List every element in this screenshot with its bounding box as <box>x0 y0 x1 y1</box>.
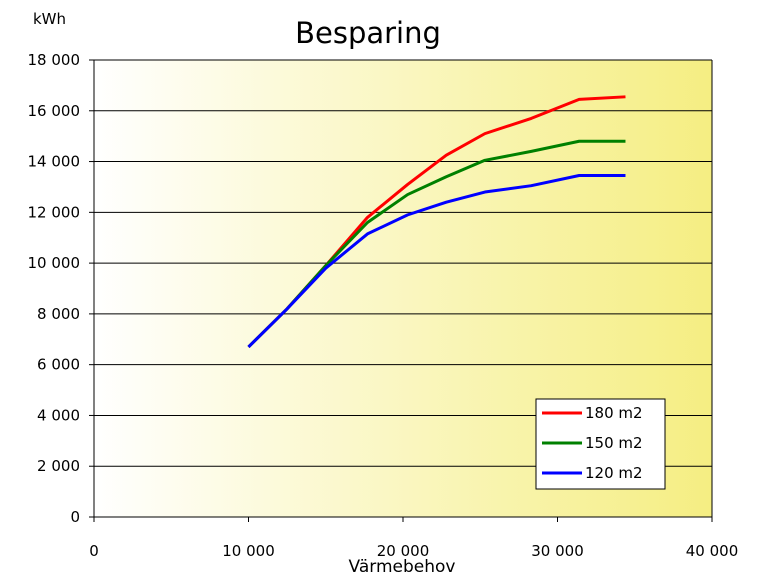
legend: 180 m2 150 m2 120 m2 <box>535 398 666 490</box>
chart-title: Besparing <box>295 16 441 50</box>
x-tick-label: 20 000 <box>377 542 430 560</box>
y-tick-label: 6 000 <box>37 356 80 374</box>
legend-label: 120 m2 <box>585 464 643 482</box>
y-tick-label: 8 000 <box>37 305 80 323</box>
y-tick-labels: 0 2 000 4 000 6 000 8 000 10 000 12 000 14 000 1… <box>28 51 81 526</box>
x-tick-label: 30 000 <box>531 542 584 560</box>
x-tick-labels: 0 10 000 20 000 30 000 40 000 <box>89 542 738 560</box>
x-axis-title: Värmebehov <box>349 557 456 576</box>
y-tick-label: 4 000 <box>37 406 80 424</box>
y-tick-label: 14 000 <box>28 153 81 171</box>
y-tick-label: 0 <box>70 508 80 526</box>
y-tick-label: 12 000 <box>28 203 81 221</box>
y-tick-label: 2 000 <box>37 457 80 475</box>
y-axis-unit-label: kWh <box>33 10 66 28</box>
y-tick-label: 16 000 <box>28 102 81 120</box>
legend-label: 150 m2 <box>585 434 643 452</box>
legend-label: 180 m2 <box>585 404 643 422</box>
y-tick-label: 10 000 <box>28 254 81 272</box>
y-tick-label: 18 000 <box>28 51 81 69</box>
x-tick-label: 0 <box>89 542 99 560</box>
series-lines <box>247 95 626 348</box>
x-tick-label: 40 000 <box>686 542 739 560</box>
axes <box>89 59 713 522</box>
series-line-120-m2 <box>247 174 626 348</box>
x-tick-label: 10 000 <box>222 542 275 560</box>
